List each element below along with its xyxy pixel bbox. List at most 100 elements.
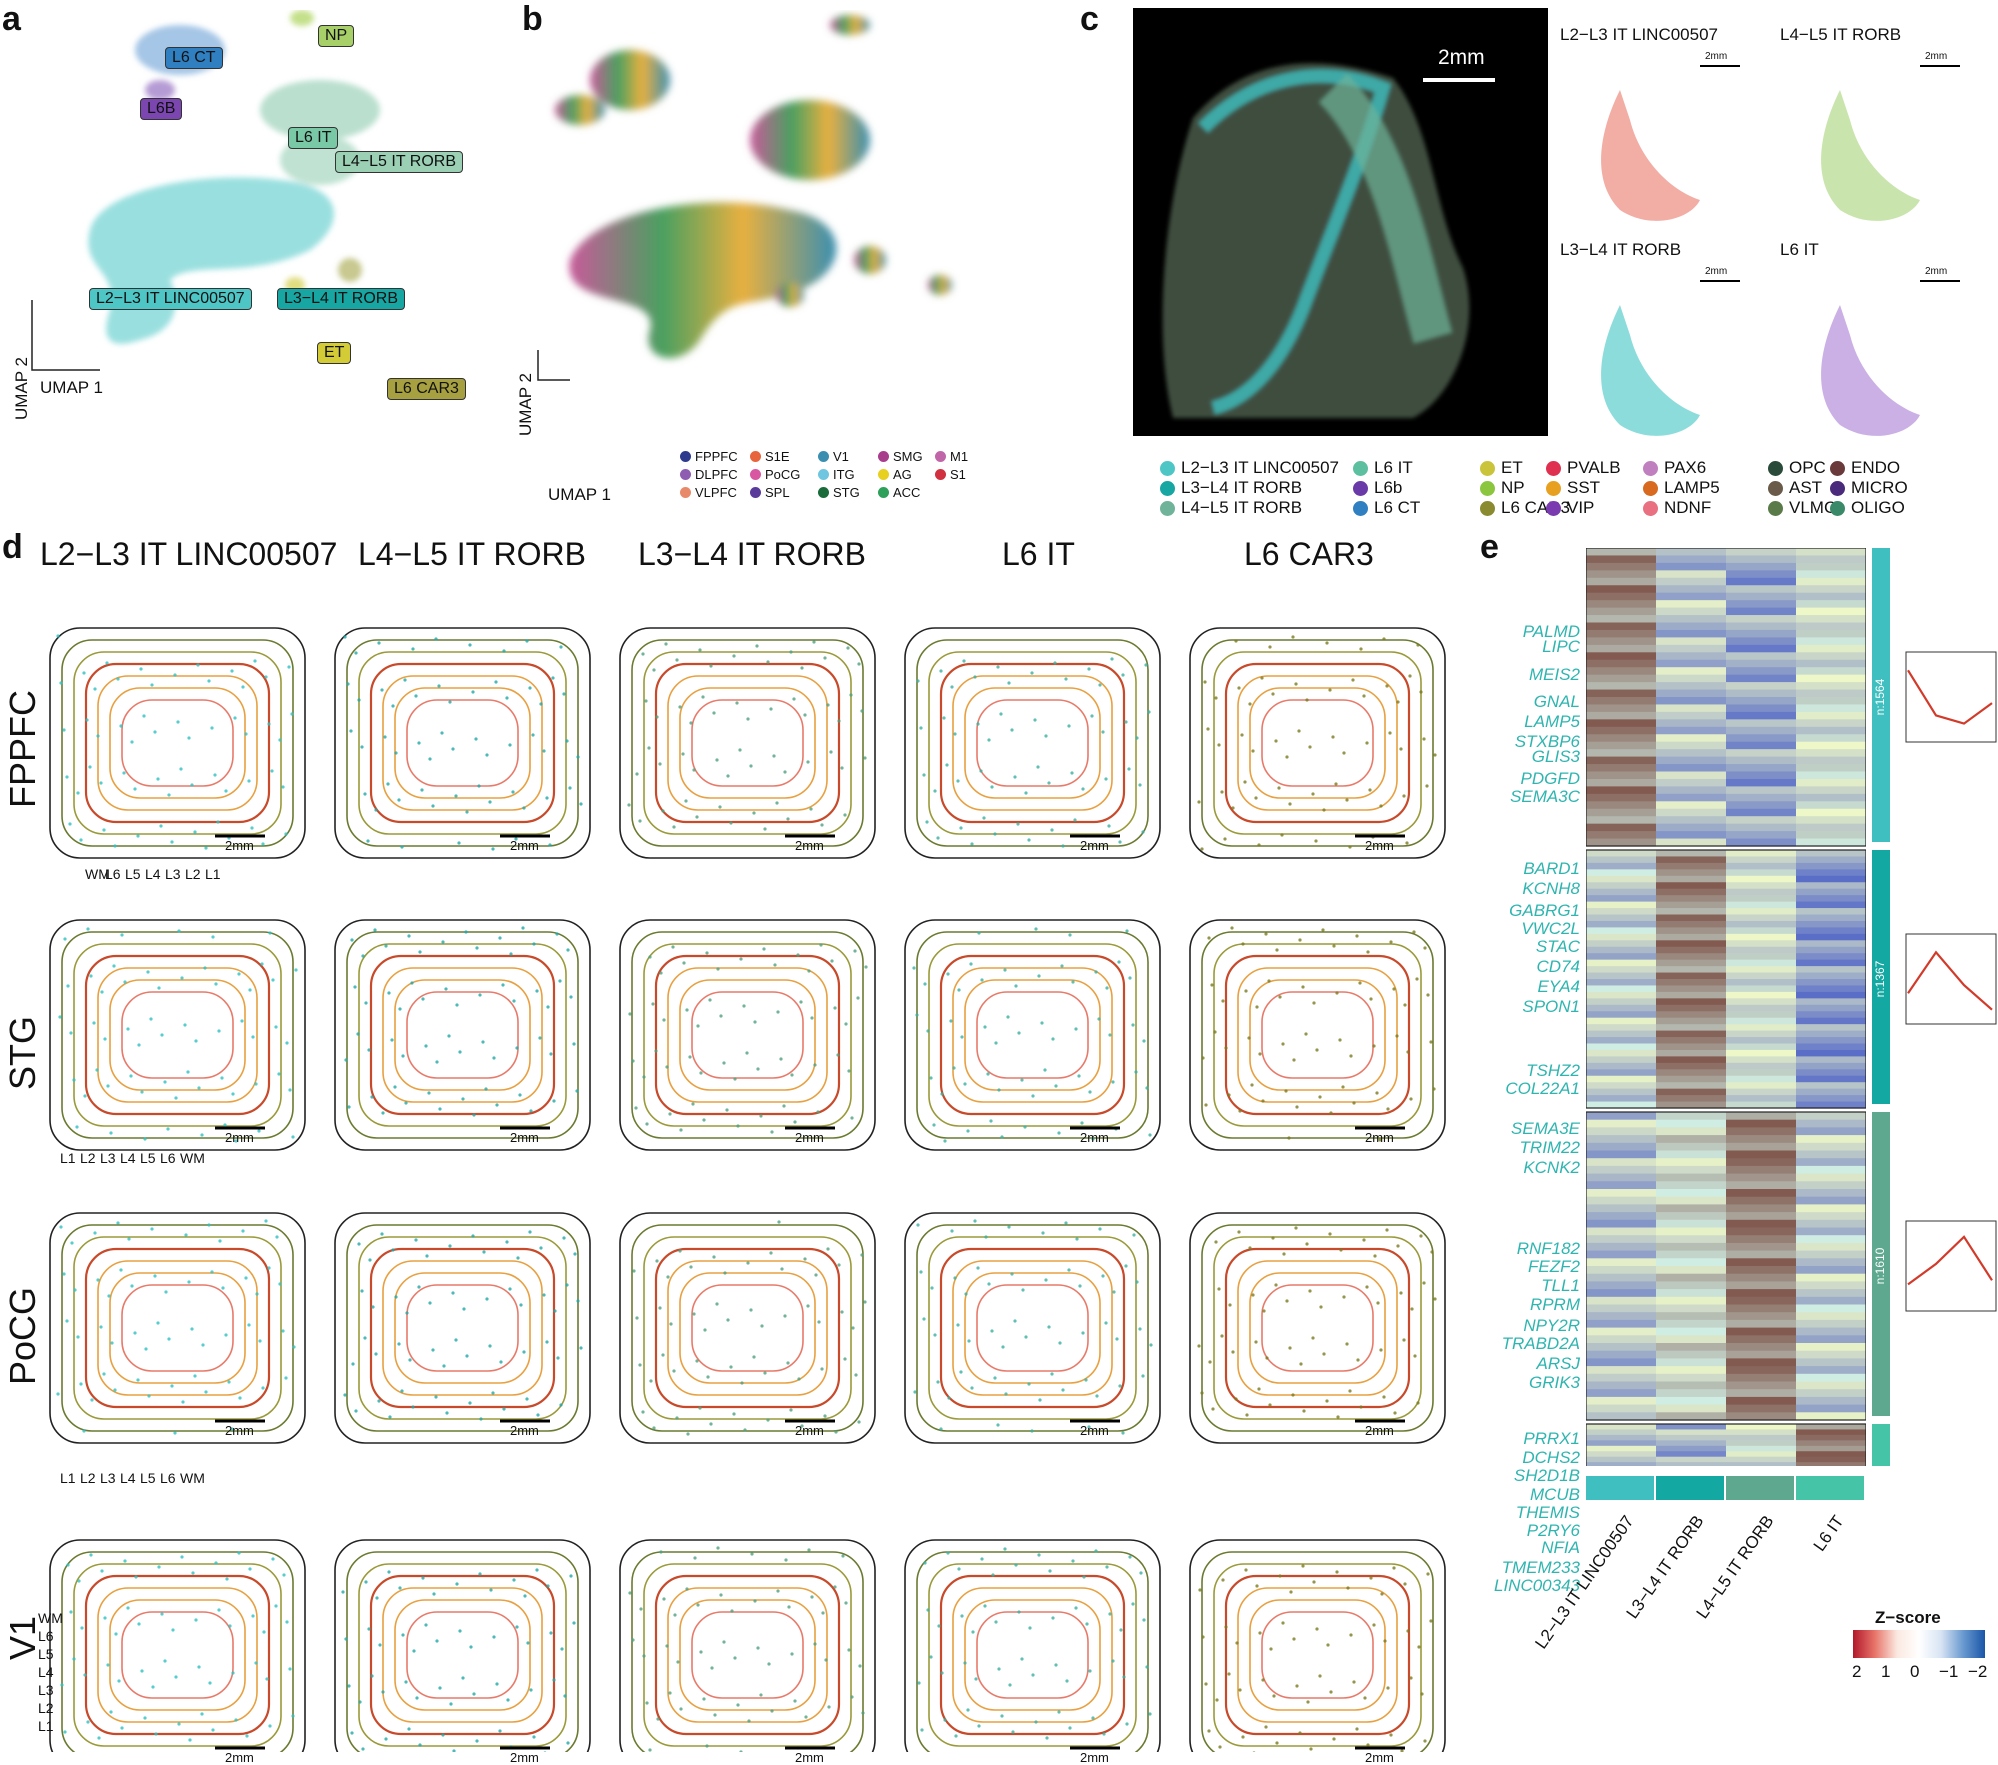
- column-title: L6 CAR3: [1244, 536, 1374, 572]
- gene-label: MCUB: [1529, 1485, 1580, 1504]
- gene-label: PDGFD: [1520, 769, 1581, 788]
- inset-scale-bar: [1920, 65, 1960, 67]
- legend-swatch: [1353, 480, 1368, 496]
- inset-spatial-image: [1780, 285, 1980, 455]
- gene-label: DCHS2: [1522, 1448, 1580, 1467]
- cluster-count: n:1564: [1873, 678, 1887, 715]
- scale-label: 2mm: [1365, 1130, 1394, 1145]
- legend-swatch: [1768, 500, 1783, 516]
- inset-scale-bar: [1700, 65, 1740, 67]
- legend-label: ITG: [833, 467, 855, 482]
- layer-label: L5: [140, 1470, 156, 1486]
- legend-swatch: [1353, 460, 1368, 476]
- scale-label: 2mm: [510, 1130, 539, 1145]
- layer-label: L2: [80, 1150, 96, 1166]
- umap-b-plot: [537, 15, 952, 381]
- inset-title: L4−L5 IT RORB: [1780, 25, 1902, 44]
- gene-label: PALMD: [1522, 622, 1580, 641]
- region-legend-item: V1: [818, 449, 849, 464]
- celltype-legend-item: PVALB: [1546, 458, 1621, 478]
- spatial-section: [904, 919, 1161, 1151]
- layer-label: WM: [180, 1150, 205, 1166]
- cluster-tag: L3−L4 IT RORB: [277, 288, 405, 310]
- legend-swatch: [935, 451, 946, 462]
- scale-label: 2mm: [1365, 1423, 1394, 1438]
- zscore-tick: 0: [1910, 1662, 1920, 1681]
- zscore-title: Z−score: [1875, 1608, 1941, 1627]
- legend-label: ACC: [893, 485, 921, 500]
- scale-label: 2mm: [795, 1130, 824, 1145]
- legend-swatch: [680, 487, 691, 498]
- scale-label: 2mm: [1080, 1423, 1109, 1438]
- legend-swatch: [750, 451, 761, 462]
- spatial-section: [334, 1539, 591, 1752]
- legend-label: SST: [1567, 478, 1601, 497]
- scale-label: 2mm: [225, 1423, 254, 1438]
- spatial-section: [619, 627, 876, 859]
- panel-e-label: e: [1480, 528, 1499, 566]
- gene-label: BARD1: [1523, 859, 1580, 878]
- legend-label: PAX6: [1664, 458, 1707, 477]
- inset-scale-label: 2mm: [1925, 266, 1948, 277]
- layer-label: L5: [38, 1646, 54, 1662]
- region-legend-item: S1: [935, 467, 966, 482]
- gene-label: GRIK3: [1528, 1373, 1580, 1392]
- region-legend-item: FPPFC: [680, 449, 738, 464]
- column-color-bar: [1726, 1476, 1794, 1500]
- cluster-profile-line: [1907, 669, 1993, 725]
- region-legend-item: ACC: [878, 485, 920, 500]
- panel-c-label: c: [1080, 0, 1099, 38]
- legend-swatch: [878, 451, 889, 462]
- region-legend-item: VLPFC: [680, 485, 737, 500]
- spatial-section: [904, 627, 1161, 859]
- gene-label: SH2D1B: [1513, 1466, 1580, 1485]
- legend-swatch: [680, 451, 691, 462]
- gene-label: TMEM233: [1501, 1558, 1580, 1577]
- region-legend-item: AG: [878, 467, 912, 482]
- scale-label: 2mm: [1365, 838, 1394, 853]
- legend-swatch: [1480, 500, 1495, 516]
- legend-label: L3−L4 IT RORB: [1181, 478, 1303, 497]
- legend-label: L4−L5 IT RORB: [1181, 498, 1303, 517]
- zscore-tick: 2: [1852, 1662, 1862, 1681]
- celltype-legend-item: L6b: [1353, 478, 1402, 498]
- layer-label: WM: [180, 1470, 205, 1486]
- celltype-legend-item: NDNF: [1643, 498, 1711, 518]
- legend-swatch: [1480, 480, 1495, 496]
- gene-label: CD74: [1536, 957, 1580, 976]
- panel-b-label: b: [522, 0, 543, 38]
- gene-label: TRABD2A: [1501, 1334, 1580, 1353]
- legend-label: OPC: [1789, 458, 1826, 477]
- legend-swatch: [818, 451, 829, 462]
- layer-label: L1: [60, 1150, 76, 1166]
- legend-label: AST: [1789, 478, 1823, 497]
- gene-label: NPY2R: [1523, 1316, 1580, 1335]
- legend-label: SPL: [765, 485, 790, 500]
- layer-label: L5: [125, 866, 141, 882]
- gene-label: COL22A1: [1505, 1079, 1580, 1098]
- spatial-main-image: 2mm: [1133, 8, 1548, 436]
- cluster-tag: L6 IT: [288, 127, 339, 149]
- gene-label: EYA4: [1537, 977, 1580, 996]
- inset-title: L6 IT: [1780, 240, 1819, 259]
- zscore-tick: 1: [1881, 1662, 1891, 1681]
- legend-swatch: [1830, 460, 1845, 476]
- legend-label: MICRO: [1851, 478, 1908, 497]
- legend-swatch: [1160, 480, 1175, 496]
- main-scale-label: 2mm: [1438, 46, 1485, 69]
- legend-label: OLIGO: [1851, 498, 1905, 517]
- celltype-legend-item: LAMP5: [1643, 478, 1720, 498]
- gene-label: LAMP5: [1524, 712, 1580, 731]
- spatial-section: [619, 919, 876, 1151]
- layer-label: L3: [100, 1470, 116, 1486]
- gene-label: KCNK2: [1523, 1158, 1580, 1177]
- scale-label: 2mm: [795, 1423, 824, 1438]
- inset-spatial-image: [1560, 70, 1760, 240]
- layer-label: L6: [38, 1628, 54, 1644]
- gene-label: KCNH8: [1522, 879, 1580, 898]
- legend-label: FPPFC: [695, 449, 738, 464]
- layer-label: L6: [160, 1150, 176, 1166]
- region-legend-item: STG: [818, 485, 860, 500]
- column-title: L2−L3 IT LINC00507: [40, 536, 338, 572]
- cluster-tag: L4−L5 IT RORB: [335, 151, 463, 173]
